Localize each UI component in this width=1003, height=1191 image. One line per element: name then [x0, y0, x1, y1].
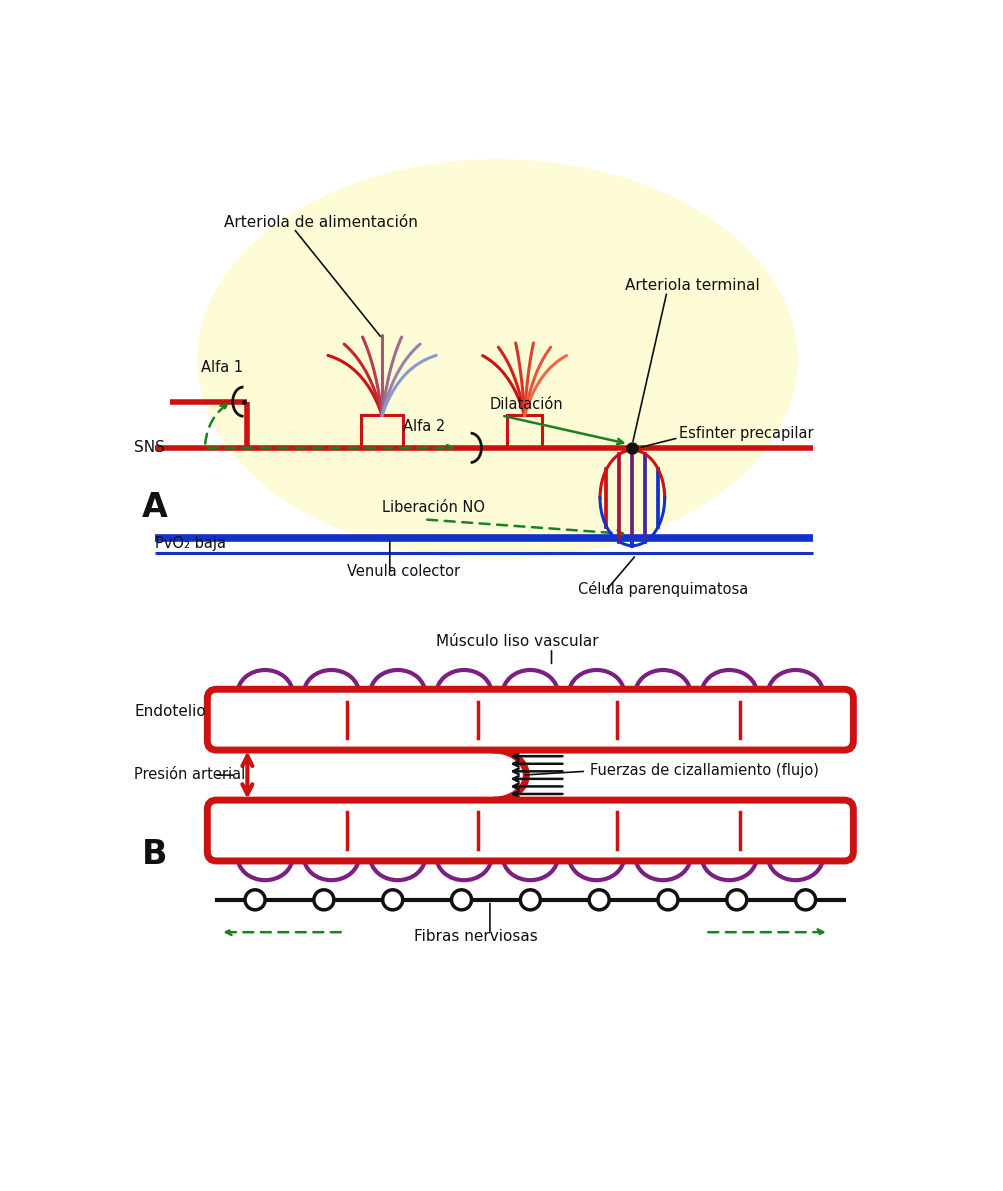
Text: Músculo liso vascular: Músculo liso vascular — [435, 634, 598, 649]
Circle shape — [657, 890, 677, 910]
Text: Fuerzas de cizallamiento (flujo): Fuerzas de cizallamiento (flujo) — [590, 763, 818, 778]
Circle shape — [589, 890, 609, 910]
Text: Liberación NO: Liberación NO — [382, 500, 484, 515]
Text: Fibras nerviosas: Fibras nerviosas — [414, 929, 538, 943]
Text: Alfa 2: Alfa 2 — [402, 419, 444, 434]
Text: Endotelio: Endotelio — [134, 704, 206, 719]
Text: Célula parenquimatosa: Célula parenquimatosa — [578, 581, 748, 597]
Text: A: A — [141, 491, 168, 524]
Text: PvO₂ baja: PvO₂ baja — [154, 536, 226, 551]
Circle shape — [245, 890, 265, 910]
Text: SNS: SNS — [134, 441, 164, 455]
Text: Alfa 1: Alfa 1 — [201, 361, 243, 375]
Circle shape — [726, 890, 746, 910]
Circle shape — [520, 890, 540, 910]
Text: Venula colector: Venula colector — [347, 565, 460, 580]
Text: Arteriola terminal: Arteriola terminal — [624, 278, 758, 293]
Text: Presión arterial: Presión arterial — [134, 767, 245, 782]
Circle shape — [314, 890, 334, 910]
Text: Arteriola de alimentación: Arteriola de alimentación — [224, 214, 417, 230]
Ellipse shape — [198, 160, 797, 560]
Text: Esfinter precapilar: Esfinter precapilar — [678, 426, 812, 441]
Circle shape — [794, 890, 814, 910]
Circle shape — [382, 890, 402, 910]
Text: B: B — [141, 837, 168, 871]
Circle shape — [451, 890, 471, 910]
FancyBboxPatch shape — [207, 800, 853, 861]
FancyBboxPatch shape — [207, 690, 853, 750]
Text: Dilatación: Dilatación — [489, 398, 563, 412]
